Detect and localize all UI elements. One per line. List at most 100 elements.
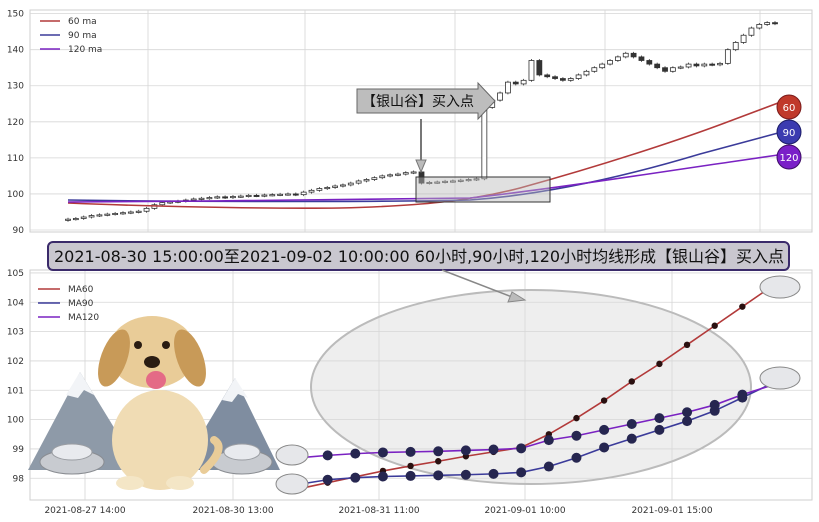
bottom-x-tick-label: 2021-08-30 13:00	[192, 506, 273, 516]
ingot-left-top	[51, 443, 93, 461]
silver-ingot-illustrations	[39, 275, 801, 495]
series-point-ma90	[405, 470, 416, 481]
series-point-ma90	[654, 424, 665, 435]
ingot-marker-ma120-start	[275, 444, 309, 466]
bottom-x-tick-label: 2021-09-01 10:00	[484, 506, 565, 516]
series-point-ma120	[516, 443, 527, 454]
dog-eye-left	[134, 341, 142, 349]
ma-badges: 60 90 120	[776, 94, 802, 170]
bottom-y-tick-label: 101	[7, 386, 24, 396]
candle-body	[277, 193, 284, 196]
top-y-tick-label: 140	[7, 46, 24, 56]
bottom-y-tick-label: 99	[13, 445, 25, 455]
badge-90	[776, 119, 802, 145]
dog-tail	[200, 436, 223, 474]
dog-ear-right	[174, 329, 206, 387]
candle-body	[72, 218, 79, 221]
candle-body	[410, 171, 417, 174]
candle-body	[599, 63, 606, 69]
candle-body	[630, 52, 637, 58]
candle-body	[536, 60, 543, 76]
ingot-marker-ma60-start	[275, 473, 309, 495]
top-y-tick-label: 150	[7, 10, 24, 20]
series-point-ma120	[626, 419, 637, 429]
candle-body	[497, 92, 503, 101]
legend-label-120ma: 120 ma	[68, 45, 102, 55]
candle-body	[528, 60, 535, 81]
buy-point-label: 【银山谷】买入点	[362, 94, 474, 110]
top-legend: 60 ma 90 ma 120 ma	[40, 17, 102, 55]
candle-body	[677, 66, 684, 69]
top-y-tick-labels: 90 100 110 120 130 140 150	[7, 10, 24, 236]
bottom-legend: MA60 MA90 MA120	[38, 285, 99, 323]
legend-label-ma120: MA120	[68, 313, 99, 323]
candle-body	[135, 210, 142, 213]
top-ma60-line	[67, 102, 779, 209]
series-point-ma120	[405, 446, 416, 457]
series-point-ma60	[683, 341, 691, 348]
series-point-ma120	[654, 413, 665, 424]
candle-body	[662, 67, 668, 72]
candle-body	[300, 191, 307, 196]
mountain-left-snow	[66, 372, 94, 398]
candle-body	[355, 180, 362, 184]
ingot-marker-ma90-end	[759, 366, 801, 390]
badge-120-label: 120	[779, 153, 798, 164]
candle-body	[379, 175, 386, 179]
candle-body	[450, 180, 456, 183]
dog-head	[108, 316, 196, 388]
series-point-ma120	[488, 444, 499, 455]
candle-body	[206, 197, 213, 200]
candle-body	[693, 63, 700, 67]
candle-body	[552, 76, 558, 79]
candle-body	[607, 60, 613, 65]
series-point-ma90	[488, 468, 499, 479]
candle-body	[308, 189, 315, 193]
series-point-ma60	[407, 462, 414, 470]
series-point-ma120	[460, 445, 471, 456]
top-ma120-line	[67, 154, 779, 203]
candle-body	[512, 81, 519, 85]
series-point-ma90	[626, 433, 637, 444]
badge-60	[776, 94, 802, 120]
candle-body	[316, 188, 323, 191]
candle-body	[285, 193, 291, 196]
candle-body	[520, 79, 527, 85]
legend-label-90ma: 90 ma	[68, 31, 97, 41]
candle-body	[701, 63, 708, 67]
banner-text: 2021-08-30 15:00:00至2021-09-02 10:00:00 …	[54, 247, 784, 266]
candle-body	[292, 193, 299, 196]
candle-body	[709, 63, 716, 66]
series-line-ma60	[299, 286, 771, 490]
candle-body	[214, 196, 221, 199]
candle-body	[96, 214, 103, 217]
series-point-ma90	[460, 469, 471, 480]
summary-banner: 2021-08-30 15:00:00至2021-09-02 10:00:00 …	[47, 241, 790, 303]
dog-body	[112, 390, 208, 490]
candle-body	[347, 182, 354, 186]
buy-point-arrow-shape	[356, 81, 496, 121]
candle-body	[190, 198, 197, 201]
candle-body	[575, 74, 582, 79]
dog-nose	[144, 356, 160, 368]
candle-body	[732, 42, 739, 51]
candle-body	[127, 211, 134, 214]
candle-body	[387, 174, 393, 177]
top-y-tick-label: 110	[7, 154, 24, 164]
series-point-ma60	[573, 414, 580, 422]
candle-body	[371, 177, 378, 180]
candle-body	[567, 78, 574, 81]
mountain-left	[28, 372, 140, 470]
series-point-ma120	[682, 407, 693, 418]
candle-body	[481, 106, 488, 180]
candle-body	[646, 60, 653, 65]
candle-body	[614, 56, 621, 61]
candle-body	[434, 181, 441, 184]
candle-body	[65, 218, 71, 221]
candle-body	[426, 181, 433, 184]
candle-body	[560, 78, 566, 81]
series-point-ma120	[737, 389, 748, 400]
bottom-y-tick-label: 98	[13, 474, 25, 484]
series-point-ma90	[543, 461, 554, 472]
